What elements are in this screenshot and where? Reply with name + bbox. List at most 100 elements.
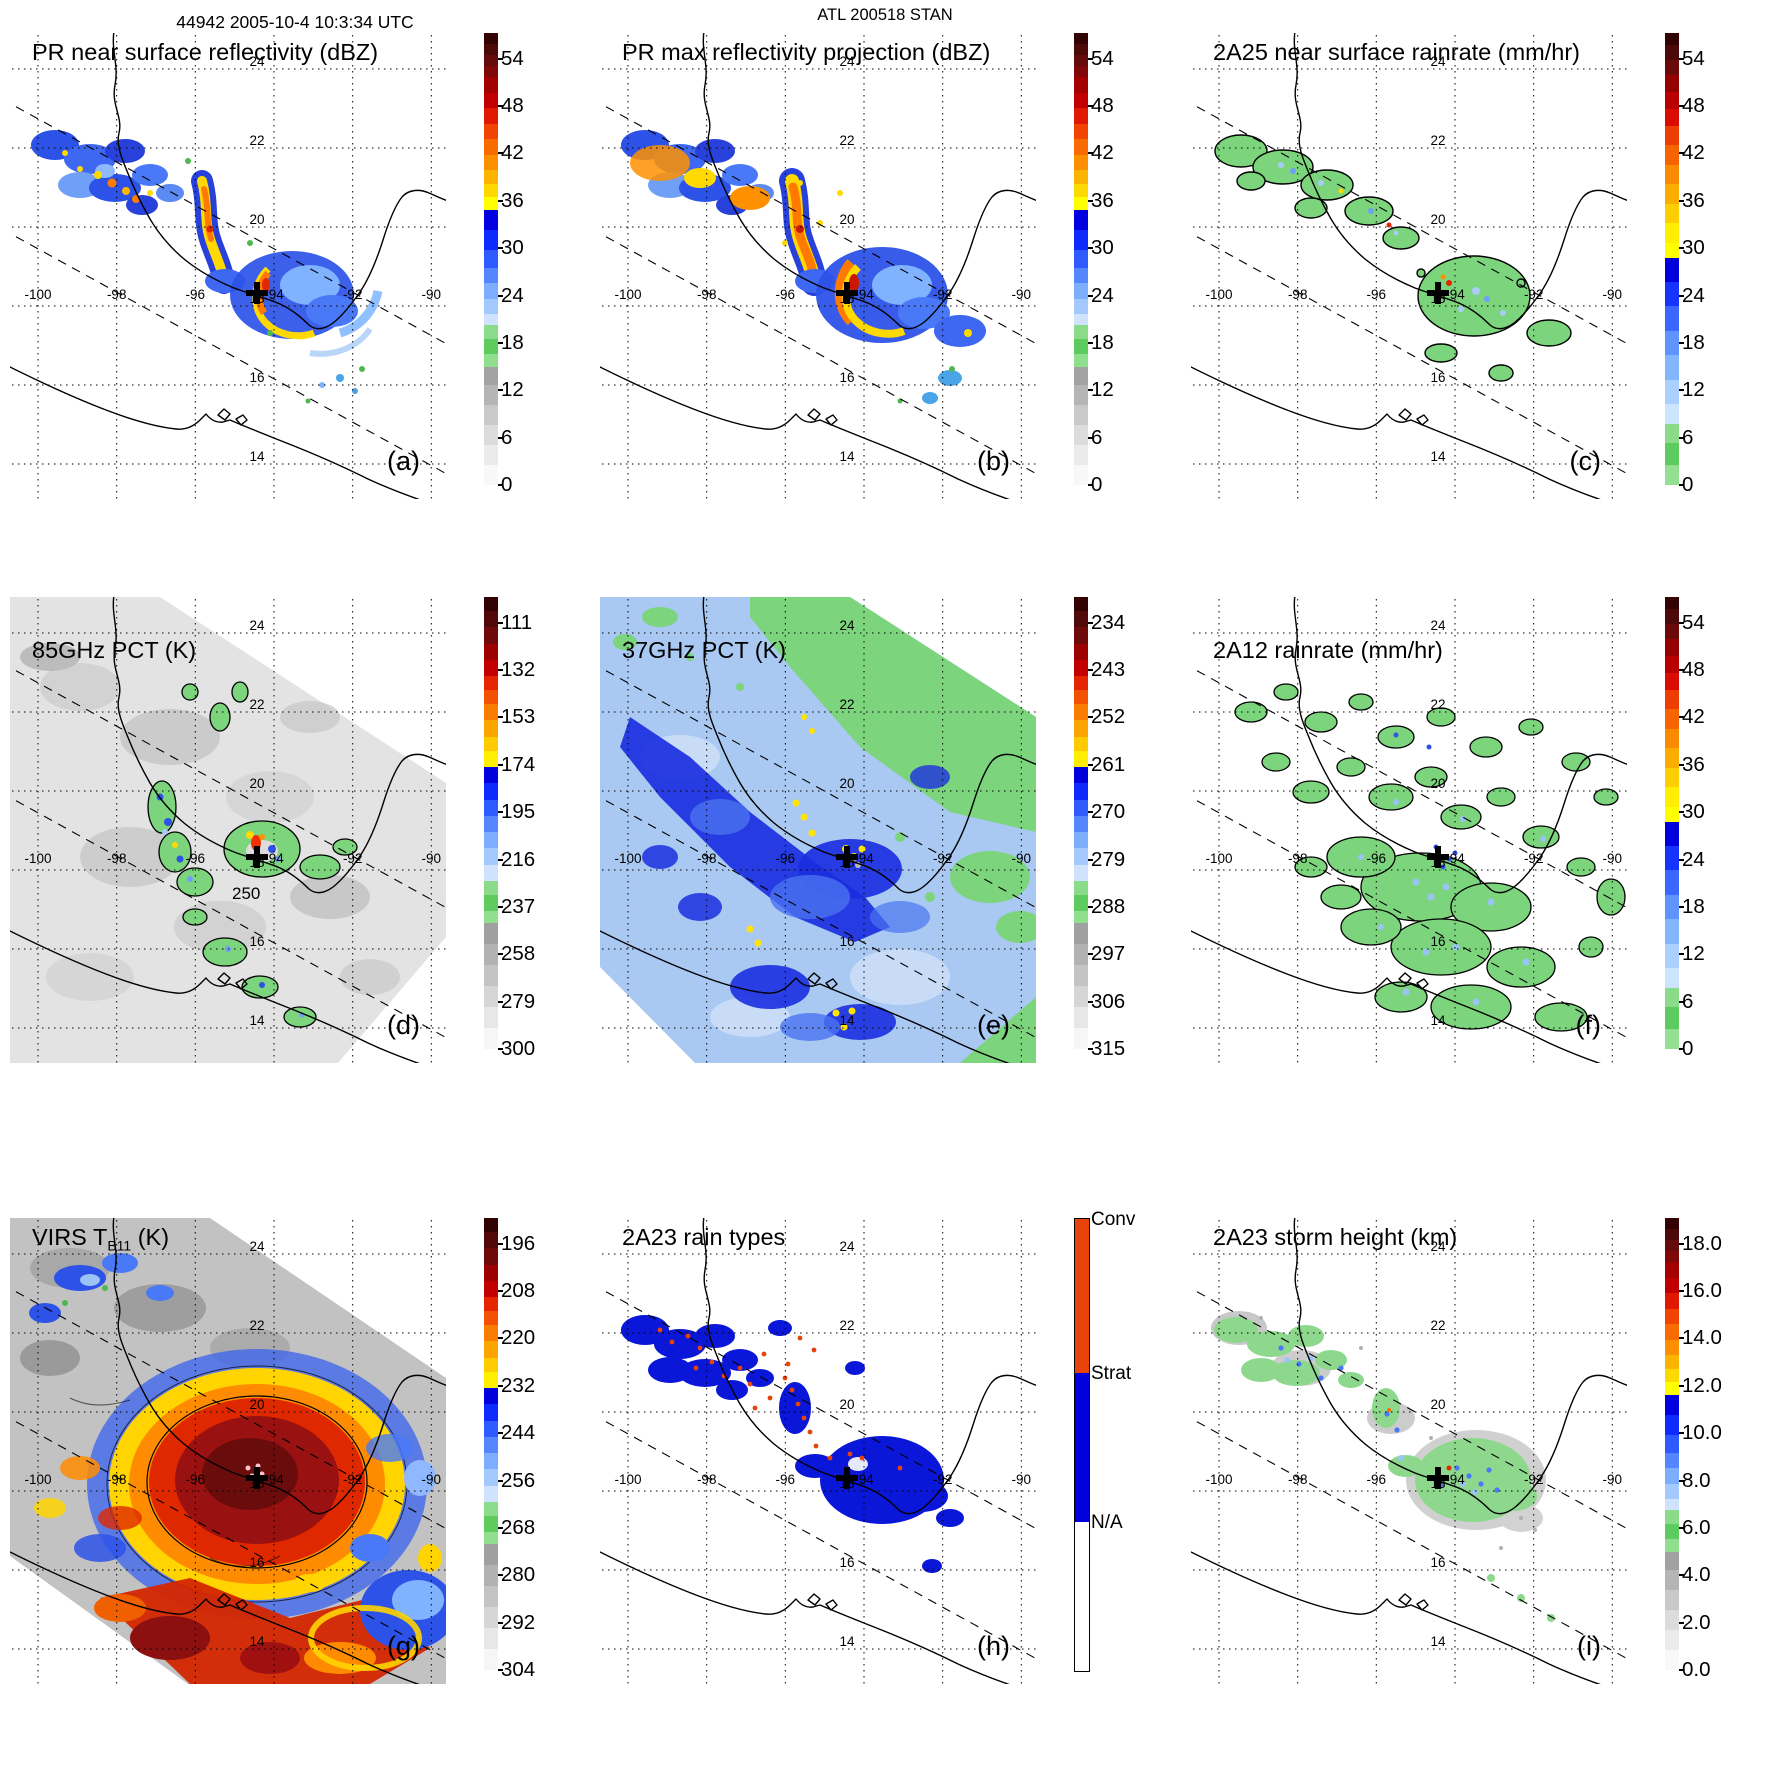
grid-label: -100 (24, 851, 51, 866)
colorbar-segment (484, 250, 498, 268)
colorbar-tick-label: 300 (501, 1037, 536, 1060)
colorbar-segment (484, 44, 498, 56)
map-h: 242220181614-100-98-96-94-92-90 2A23 rai… (600, 1218, 1036, 1684)
colorbar-segment (1665, 987, 1679, 1008)
colorbar-tick-mark (1679, 57, 1684, 60)
colorbar-segment (1074, 911, 1088, 923)
grid-label: 14 (1430, 1013, 1446, 1028)
panel-d: 242220181614-100-98-96-94-92-90 250 85GH… (0, 564, 590, 1185)
colorbar-tick-mark (1088, 294, 1093, 297)
colorbar-segment (1665, 787, 1679, 807)
colorbar-segment (1074, 832, 1088, 849)
colorbar-tick-mark (498, 1048, 503, 1050)
colorbar-tick-mark (498, 1574, 503, 1577)
colorbar-segment (484, 1264, 498, 1281)
colorbar-segment (1074, 964, 1088, 986)
grid-label: 16 (839, 370, 854, 385)
grid-label: 22 (249, 133, 264, 148)
colorbar-tick-label: 216 (501, 847, 536, 871)
colorbar-segment (484, 783, 498, 800)
colorbar-segment (1665, 806, 1679, 822)
colorbar-segment (1665, 1570, 1679, 1591)
grid-label: -94 (264, 287, 284, 302)
colorbar-tick-label: 36 (1091, 188, 1114, 212)
grid-label: 22 (1430, 133, 1445, 148)
pct85-art (10, 597, 446, 1063)
colorbar-segment (1074, 895, 1088, 912)
colorbar-segment (1074, 864, 1088, 882)
colorbar-tick-label: 0.0 (1682, 1658, 1711, 1681)
colorbar-tick-mark (1088, 389, 1093, 392)
panel-e: 242220181614-100-98-96-94-92-90 37GHz PC… (590, 564, 1180, 1185)
colorbar-segment (1665, 1355, 1679, 1369)
colorbar-segment (484, 1502, 498, 1516)
colorbar-segment (1074, 464, 1088, 485)
panel-letter-i: (i) (1577, 1631, 1601, 1661)
colorbar-segment (1074, 783, 1088, 800)
colorbar-tick-label: 297 (1091, 942, 1126, 966)
colorbar-tick-mark (498, 152, 503, 155)
colorbar-tick-label: 36 (501, 188, 524, 212)
colorbar-segment (1665, 108, 1679, 126)
colorbar-segment (484, 1311, 498, 1326)
colorbar-tick-label: 280 (501, 1563, 536, 1587)
colorbar-tick-mark (1679, 1242, 1684, 1245)
colorbar-gradient (484, 33, 498, 485)
colorbar-tick-label: 6 (501, 425, 513, 449)
grid-label: -96 (1367, 287, 1387, 302)
grid-label: -96 (186, 851, 206, 866)
grid-label: -90 (1603, 1472, 1623, 1487)
panel-title-i: 2A23 storm height (km) (1213, 1224, 1458, 1250)
grid-label: -98 (1288, 851, 1308, 866)
colorbar-segment (484, 943, 498, 965)
colorbar-segment (1074, 659, 1088, 677)
colorbar-segment (484, 1606, 498, 1628)
rainrate-art (1214, 134, 1572, 382)
colorbar-tick-label: 6 (1682, 425, 1694, 449)
colorbar-tick-label: 208 (501, 1279, 536, 1303)
grid-label: 14 (839, 449, 855, 464)
grid-label: 20 (1430, 1397, 1445, 1412)
colorbar-gradient (1074, 597, 1088, 1049)
colorbar-ticks: 111 132 153 174 195 216 237 258 279 300 (498, 597, 587, 1060)
colorbar-segment (1074, 385, 1088, 406)
colorbar-ticks: 196 208 220 232 244 256 268 280 292 304 (498, 1218, 587, 1681)
colorbar-segment (1074, 848, 1088, 865)
colorbar-tick-mark (498, 811, 503, 814)
grid-label: -90 (422, 1472, 442, 1487)
colorbar-segment (484, 230, 498, 251)
grid-label: -98 (107, 287, 127, 302)
grid-label: 14 (1430, 449, 1446, 464)
grid-label: -90 (422, 851, 442, 866)
grid-label: -94 (854, 1472, 874, 1487)
colorbar-tick-label: 6 (1682, 989, 1694, 1013)
colorbar-segment (484, 55, 498, 67)
grid-label: 24 (839, 54, 855, 69)
colorbar-tick-mark (1088, 716, 1093, 719)
map-a: 242220181614-100-98-96-94-92-90 PR near … (10, 33, 446, 499)
colorbar-segment (484, 1006, 498, 1028)
colorbar-tick-label: 237 (501, 894, 536, 918)
grid-label: -94 (1445, 851, 1465, 866)
colorbar-segment (1665, 423, 1679, 444)
grid-label: 24 (1430, 54, 1446, 69)
grid-label: -92 (933, 851, 953, 866)
colorbar-segment (1074, 77, 1088, 93)
colorbar-tick-label: 42 (501, 141, 524, 165)
grid-label: -98 (1288, 1472, 1308, 1487)
colorbar-tick-label: 48 (1091, 94, 1114, 118)
panel-title-h: 2A23 rain types (622, 1224, 786, 1250)
colorbar-tick-mark (498, 1242, 503, 1245)
colorbar-segment (484, 720, 498, 737)
colorbar-tick-label: 18.0 (1682, 1231, 1722, 1255)
grid-label: 14 (839, 1013, 855, 1028)
rain-types-art (621, 1315, 964, 1573)
colorbar-segment (1665, 870, 1679, 895)
colorbar-tick-mark (1679, 484, 1684, 486)
grid-label: -96 (1367, 1472, 1387, 1487)
colorbar-segment (484, 424, 498, 445)
grid-label: -94 (264, 1472, 284, 1487)
colorbar-tick-mark (1679, 1384, 1684, 1387)
colorbar-tick-label: 18 (1682, 894, 1705, 918)
colorbar-segment (1665, 638, 1679, 656)
